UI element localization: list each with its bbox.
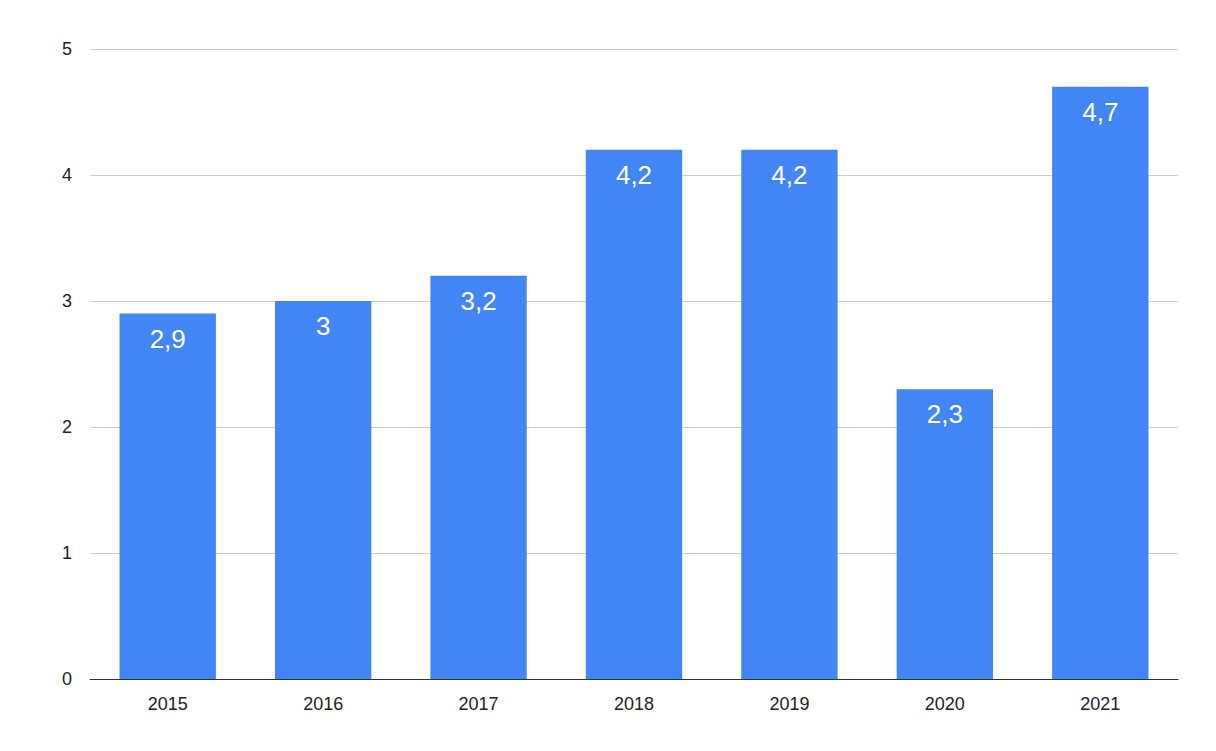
svg-text:4: 4: [62, 165, 72, 185]
svg-text:2015: 2015: [148, 694, 188, 714]
svg-text:3,2: 3,2: [460, 286, 496, 316]
svg-text:2016: 2016: [303, 694, 343, 714]
svg-text:4,2: 4,2: [616, 160, 652, 190]
svg-text:2,9: 2,9: [150, 324, 186, 354]
svg-text:2018: 2018: [614, 694, 654, 714]
svg-text:3: 3: [316, 311, 330, 341]
svg-text:2019: 2019: [769, 694, 809, 714]
svg-text:4,2: 4,2: [771, 160, 807, 190]
svg-text:4,7: 4,7: [1082, 97, 1118, 127]
svg-text:2020: 2020: [925, 694, 965, 714]
svg-text:5: 5: [62, 39, 72, 59]
svg-text:2: 2: [62, 417, 72, 437]
svg-text:2021: 2021: [1080, 694, 1120, 714]
svg-text:2017: 2017: [459, 694, 499, 714]
svg-text:3: 3: [62, 291, 72, 311]
svg-text:0: 0: [62, 669, 72, 689]
svg-text:1: 1: [62, 543, 72, 563]
svg-text:2,3: 2,3: [927, 399, 963, 429]
